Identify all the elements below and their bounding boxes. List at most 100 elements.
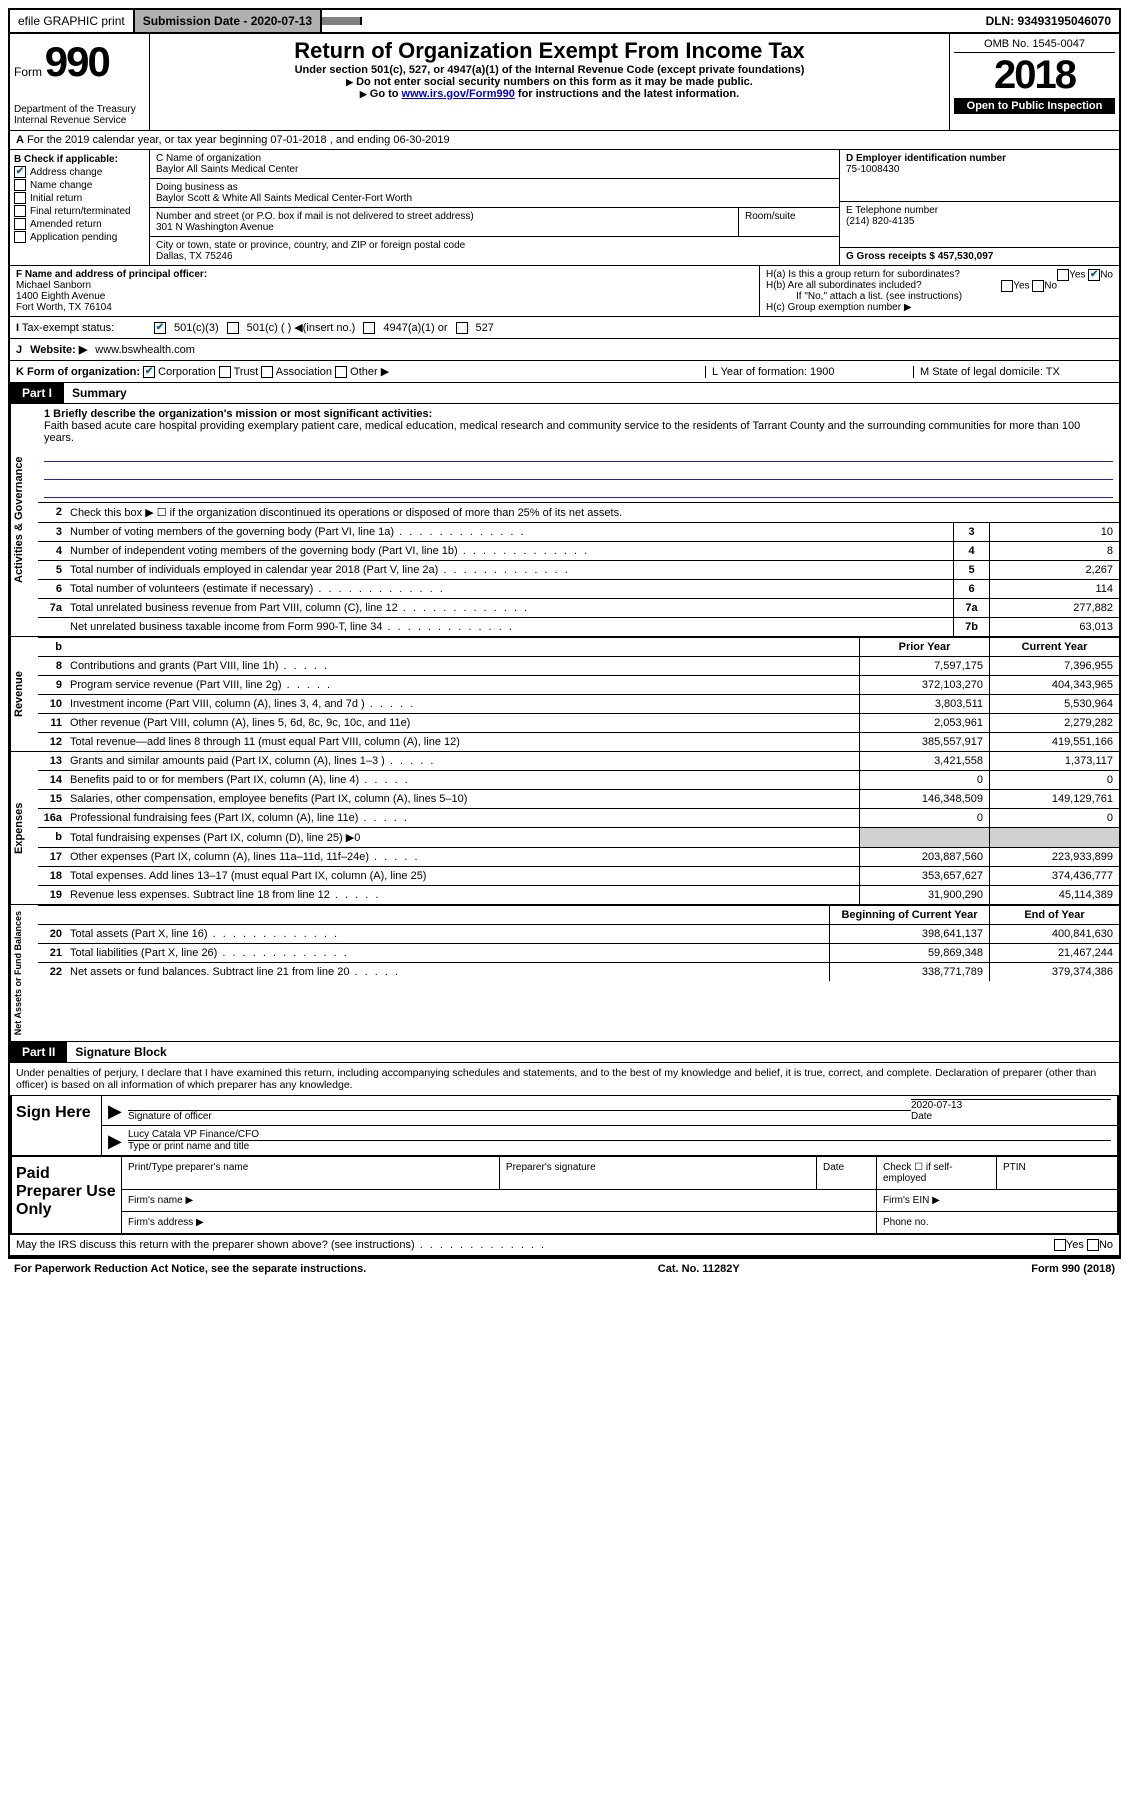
l21-cy: 21,467,244 bbox=[989, 944, 1119, 962]
line4-desc: Number of independent voting members of … bbox=[66, 542, 953, 560]
ha-no[interactable] bbox=[1088, 269, 1100, 281]
cb-pending[interactable] bbox=[14, 231, 26, 243]
l20-py: 398,641,137 bbox=[829, 925, 989, 943]
cb-corp[interactable] bbox=[143, 366, 155, 378]
cb-527[interactable] bbox=[456, 322, 468, 334]
cb-501c3[interactable] bbox=[154, 322, 166, 334]
officer-addr1: 1400 Eighth Avenue bbox=[16, 291, 753, 302]
form-990-body: Form 990 Department of the Treasury Inte… bbox=[8, 34, 1121, 1259]
line3-desc: Number of voting members of the governin… bbox=[66, 523, 953, 541]
paid-r1c: Date bbox=[817, 1157, 877, 1189]
info-grid: B Check if applicable: Address change Na… bbox=[10, 150, 1119, 266]
mission-text: Faith based acute care hospital providin… bbox=[44, 420, 1113, 444]
mission-label: 1 Briefly describe the organization's mi… bbox=[44, 408, 432, 420]
l16a-py: 0 bbox=[859, 809, 989, 827]
net-assets-section: Net Assets or Fund Balances Beginning of… bbox=[10, 905, 1119, 1042]
hdr-end: End of Year bbox=[989, 906, 1119, 924]
hdr-prior: Prior Year bbox=[859, 638, 989, 656]
l21-desc: Total liabilities (Part X, line 26) bbox=[66, 944, 829, 962]
part2-header: Part II Signature Block bbox=[10, 1042, 1119, 1063]
penalty-text: Under penalties of perjury, I declare th… bbox=[10, 1063, 1119, 1095]
ein-value: 75-1008430 bbox=[846, 164, 1113, 175]
vtab-revenue: Revenue bbox=[10, 637, 38, 751]
l13-cy: 1,373,117 bbox=[989, 752, 1119, 770]
paid-r3b: Phone no. bbox=[877, 1212, 1117, 1233]
addr-value: 301 N Washington Avenue bbox=[156, 222, 732, 233]
footer-cat: Cat. No. 11282Y bbox=[658, 1263, 740, 1275]
officer-addr2: Fort Worth, TX 76104 bbox=[16, 302, 753, 313]
l14-desc: Benefits paid to or for members (Part IX… bbox=[66, 771, 859, 789]
lbl-initial: Initial return bbox=[30, 193, 82, 204]
l16b-py bbox=[859, 828, 989, 847]
tax-status-row: I Tax-exempt status: 501(c)(3) 501(c) ( … bbox=[10, 317, 1119, 339]
hb-yes[interactable] bbox=[1001, 280, 1013, 292]
cb-address-change[interactable] bbox=[14, 166, 26, 178]
discuss-yes[interactable] bbox=[1054, 1239, 1066, 1251]
efile-label: efile GRAPHIC print bbox=[10, 10, 135, 32]
sig-arrow2-icon: ▶ bbox=[108, 1131, 128, 1152]
ha-yes[interactable] bbox=[1057, 269, 1069, 281]
cb-501c[interactable] bbox=[227, 322, 239, 334]
line3-box: 3 bbox=[953, 523, 989, 541]
l9-cy: 404,343,965 bbox=[989, 676, 1119, 694]
part1-title: Summary bbox=[64, 383, 135, 403]
l18-desc: Total expenses. Add lines 13–17 (must eq… bbox=[66, 867, 859, 885]
dba-name: Baylor Scott & White All Saints Medical … bbox=[156, 193, 833, 204]
l11-py: 2,053,961 bbox=[859, 714, 989, 732]
paid-preparer-block: Paid Preparer Use Only Print/Type prepar… bbox=[10, 1157, 1119, 1235]
cb-initial[interactable] bbox=[14, 192, 26, 204]
l12-cy: 419,551,166 bbox=[989, 733, 1119, 751]
header-line2-post: for instructions and the latest informat… bbox=[515, 88, 739, 100]
irs-link[interactable]: www.irs.gov/Form990 bbox=[402, 88, 515, 100]
cb-trust[interactable] bbox=[219, 366, 231, 378]
hb-no-lbl: No bbox=[1044, 281, 1057, 292]
dln: DLN: 93493195046070 bbox=[978, 10, 1119, 32]
sig-date-label: Date bbox=[911, 1111, 932, 1122]
l16a-cy: 0 bbox=[989, 809, 1119, 827]
org-name-label: C Name of organization bbox=[156, 153, 833, 164]
cb-final[interactable] bbox=[14, 205, 26, 217]
l16b-cy bbox=[989, 828, 1119, 847]
form-title: Return of Organization Exempt From Incom… bbox=[158, 38, 941, 64]
form-header: Form 990 Department of the Treasury Inte… bbox=[10, 34, 1119, 131]
l15-py: 146,348,509 bbox=[859, 790, 989, 808]
form-label: Form bbox=[14, 65, 42, 79]
paid-r3a: Firm's address ▶ bbox=[122, 1212, 877, 1233]
header-line2-pre: Go to bbox=[370, 88, 402, 100]
l16a-desc: Professional fundraising fees (Part IX, … bbox=[66, 809, 859, 827]
l21-py: 59,869,348 bbox=[829, 944, 989, 962]
column-right: D Employer identification number 75-1008… bbox=[839, 150, 1119, 265]
cb-4947[interactable] bbox=[363, 322, 375, 334]
m-state: M State of legal domicile: TX bbox=[913, 366, 1113, 378]
l9-desc: Program service revenue (Part VIII, line… bbox=[66, 676, 859, 694]
footer: For Paperwork Reduction Act Notice, see … bbox=[8, 1259, 1121, 1279]
cb-name-change[interactable] bbox=[14, 179, 26, 191]
cb-amended[interactable] bbox=[14, 218, 26, 230]
line7b-box: 7b bbox=[953, 618, 989, 636]
line7b-val: 63,013 bbox=[989, 618, 1119, 636]
phone-label: E Telephone number bbox=[846, 205, 1113, 216]
cb-other[interactable] bbox=[335, 366, 347, 378]
ein-label: D Employer identification number bbox=[846, 153, 1113, 164]
column-center: C Name of organization Baylor All Saints… bbox=[150, 150, 839, 265]
form-subtitle: Under section 501(c), 527, or 4947(a)(1)… bbox=[158, 64, 941, 76]
lbl-address-change: Address change bbox=[30, 167, 102, 178]
room-label: Room/suite bbox=[739, 208, 839, 236]
cb-assoc[interactable] bbox=[261, 366, 273, 378]
discuss-no[interactable] bbox=[1087, 1239, 1099, 1251]
l17-cy: 223,933,899 bbox=[989, 848, 1119, 866]
lbl-amended: Amended return bbox=[30, 219, 102, 230]
lbl-other: Other ▶ bbox=[350, 366, 389, 378]
hb-no[interactable] bbox=[1032, 280, 1044, 292]
l16b-desc: Total fundraising expenses (Part IX, col… bbox=[66, 828, 859, 847]
lbl-name-change: Name change bbox=[30, 180, 92, 191]
discuss-text: May the IRS discuss this return with the… bbox=[16, 1239, 546, 1251]
l11-desc: Other revenue (Part VIII, column (A), li… bbox=[66, 714, 859, 732]
l20-desc: Total assets (Part X, line 16) bbox=[66, 925, 829, 943]
line7a-val: 277,882 bbox=[989, 599, 1119, 617]
l19-py: 31,900,290 bbox=[859, 886, 989, 904]
sig-name: Lucy Catala VP Finance/CFO bbox=[128, 1129, 1111, 1141]
discuss-yes-lbl: Yes bbox=[1066, 1239, 1084, 1251]
line6-box: 6 bbox=[953, 580, 989, 598]
header-line1: Do not enter social security numbers on … bbox=[356, 76, 753, 88]
